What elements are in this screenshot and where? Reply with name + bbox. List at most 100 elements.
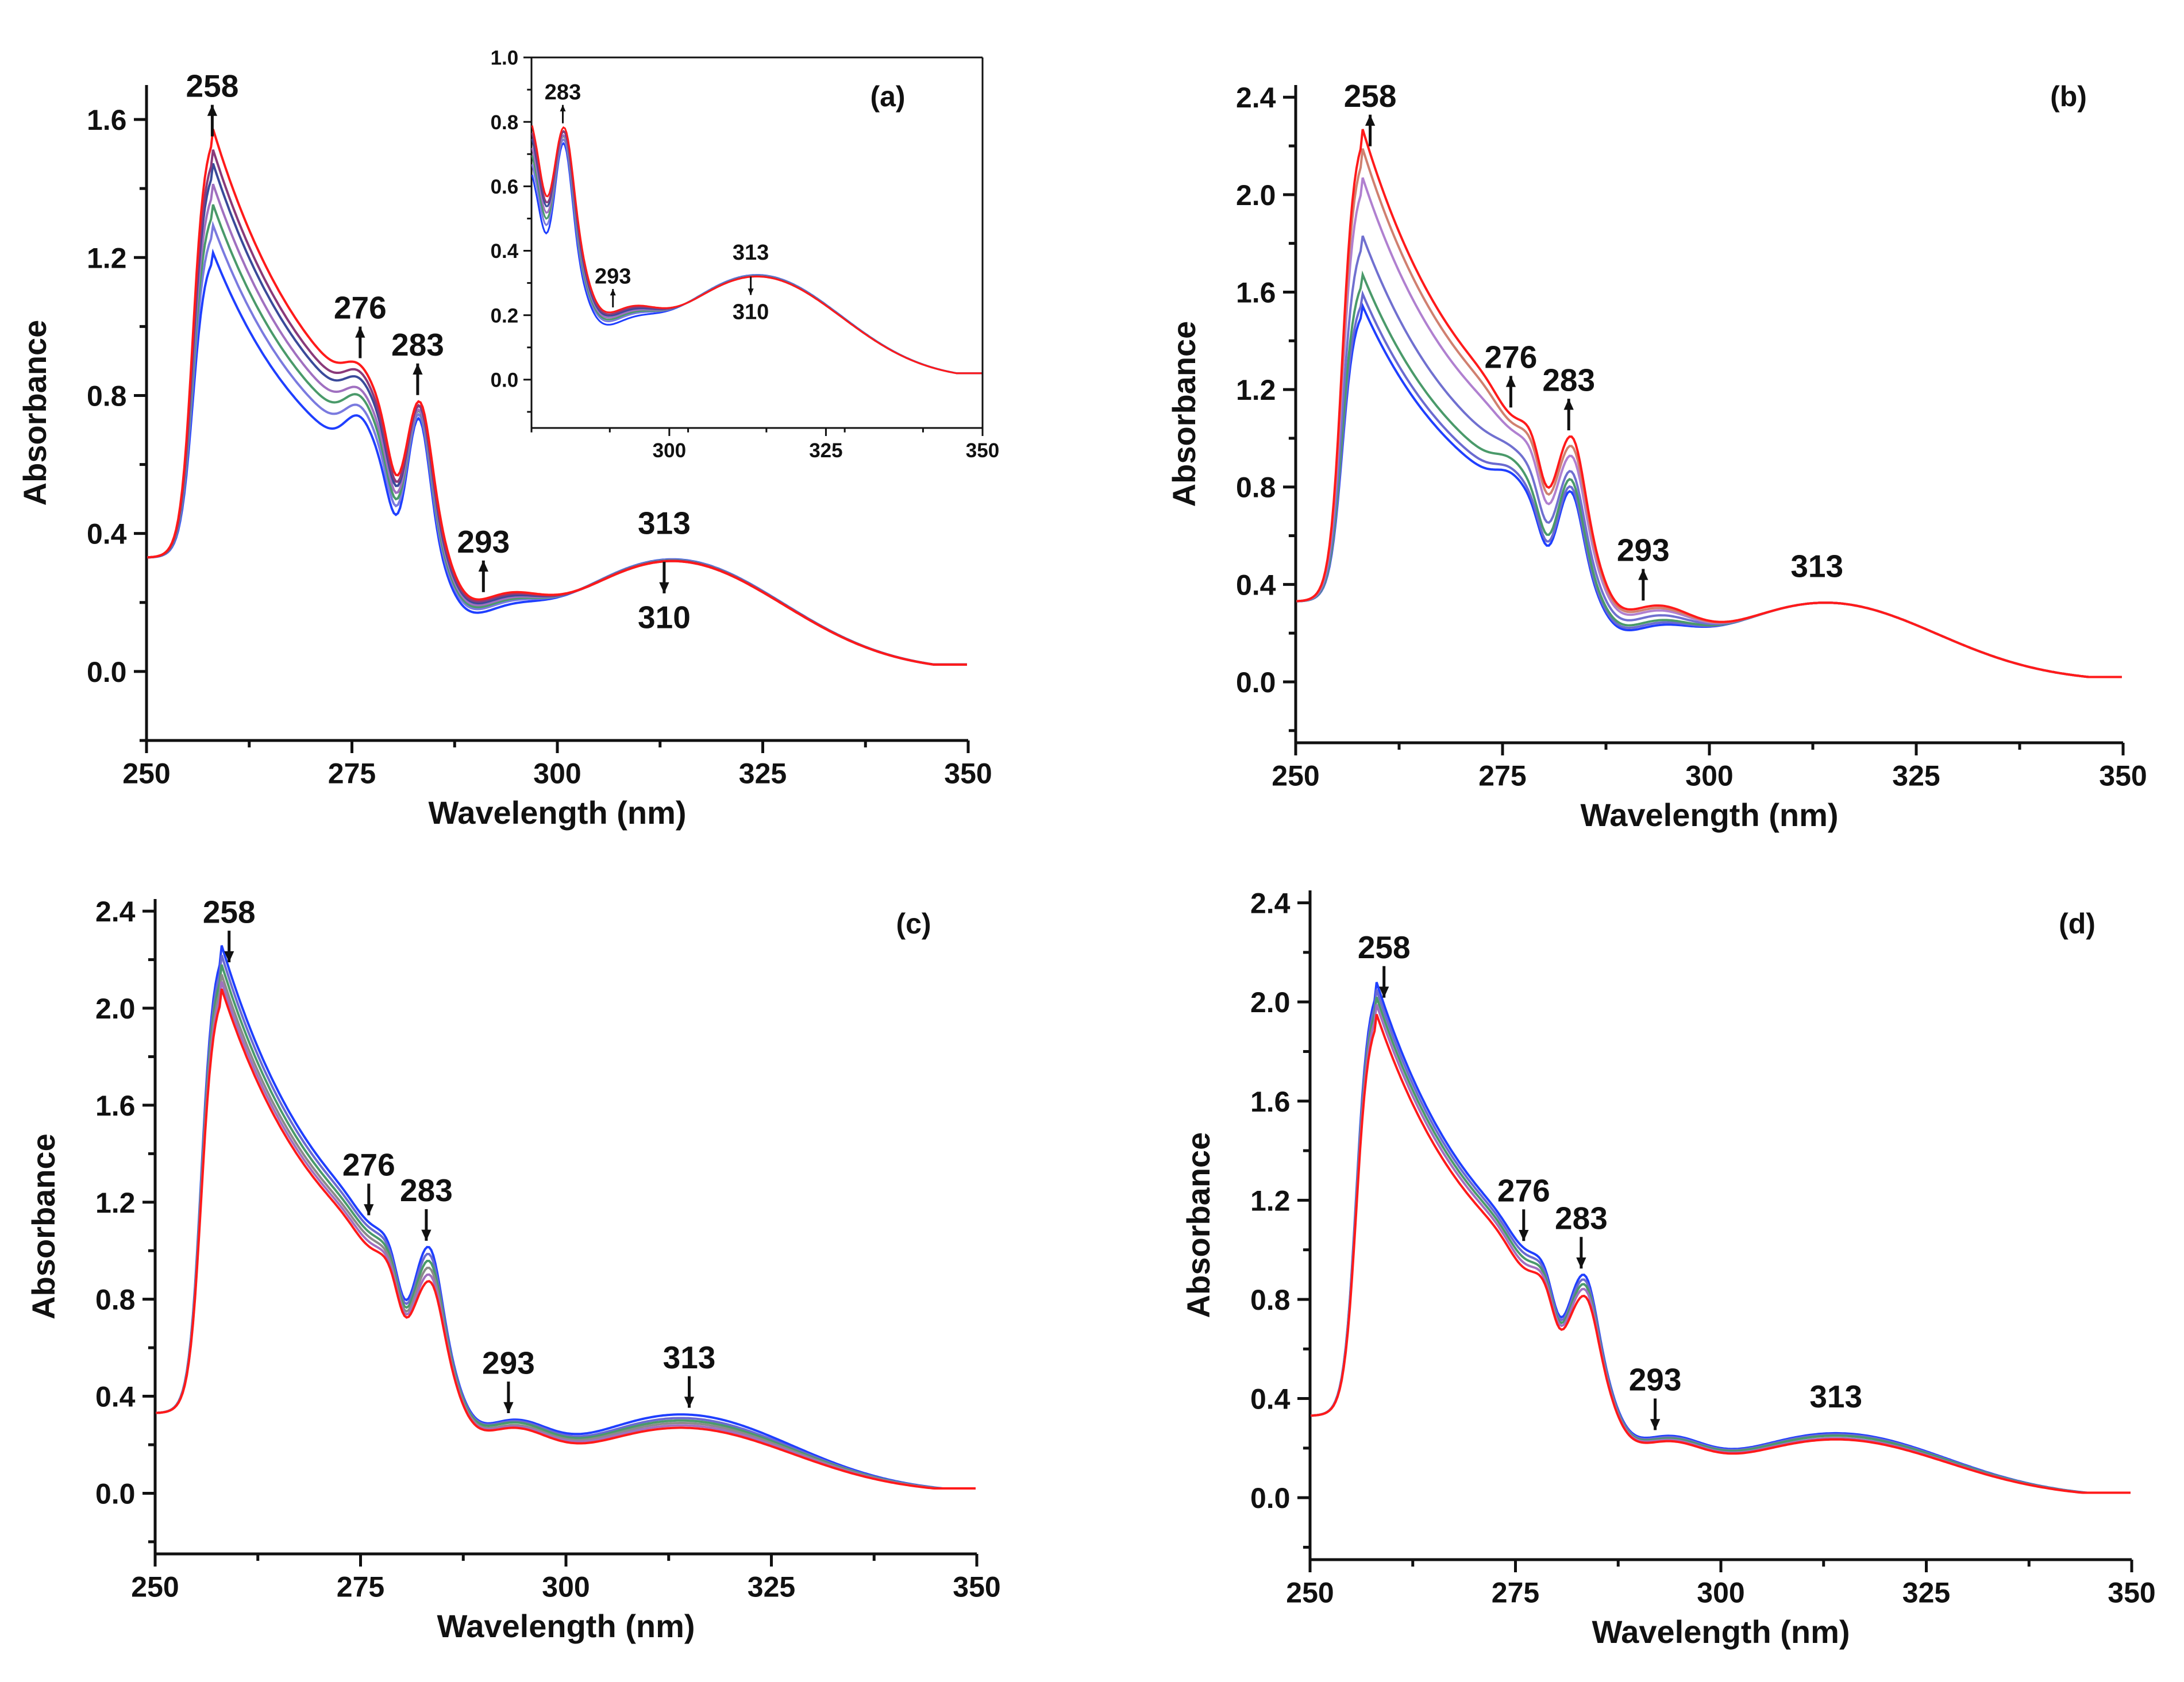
y-tick-label: 1.2 [95, 1187, 136, 1219]
y-tick-label: 1.6 [1250, 1086, 1291, 1118]
x-tick-label: 275 [337, 1571, 384, 1603]
x-tick-label: 250 [122, 758, 170, 790]
annotation-arrow-head [207, 105, 218, 116]
x-tick-label: 325 [809, 439, 842, 462]
series-line-final [1296, 129, 2122, 678]
annotation-arrow-head [1563, 399, 1574, 410]
annotation-arrow-head [748, 288, 754, 295]
annotation-arrow-head [1365, 114, 1376, 126]
y-tick-label: 0.4 [95, 1381, 136, 1413]
y-tick-label: 0.4 [1250, 1383, 1291, 1415]
annotation-arrow-head [421, 1229, 432, 1241]
y-tick-label: 2.4 [95, 896, 136, 928]
x-tick-label: 300 [542, 1571, 590, 1603]
annotation-arrow-head [224, 951, 234, 963]
series-line-final [1311, 1013, 2131, 1494]
y-tick-label: 0.0 [1250, 1482, 1291, 1514]
annotation-arrow-head [364, 1204, 374, 1216]
y-tick-label: 0.4 [87, 518, 127, 550]
x-tick-label: 250 [1272, 760, 1319, 792]
series-line-final [531, 125, 982, 375]
x-tick-label: 275 [1492, 1577, 1539, 1609]
annotation-label: 276 [342, 1147, 395, 1183]
panel-b: 250 275 300 325 350 0.0 0.4 0.8 1.2 1.6 2.0 2.4 258 2… [1166, 78, 2147, 833]
x-tick-label: 300 [653, 439, 686, 462]
annotation-label: 310 [733, 300, 769, 324]
x-axis-title: Wavelength (nm) [428, 794, 686, 831]
x-tick-label: 250 [131, 1571, 179, 1603]
x-tick-label: 300 [1685, 760, 1733, 792]
annotation-label: 258 [1358, 929, 1411, 965]
y-tick-label: 0.8 [95, 1284, 136, 1316]
annotation-arrow-head [478, 560, 488, 572]
y-tick-label: 0.4 [491, 240, 519, 263]
annotation-label: 313 [1790, 549, 1843, 584]
y-tick-label: 0.4 [1236, 569, 1276, 601]
y-tick-label: 0.8 [87, 380, 127, 412]
series-line-initial [156, 945, 976, 1490]
annotation-label: 313 [663, 1340, 716, 1375]
x-tick-label: 325 [1892, 760, 1940, 792]
x-axis-title: Wavelength (nm) [1580, 797, 1838, 833]
y-tick-label: 0.2 [491, 304, 519, 327]
annotation-arrow-head [1379, 986, 1389, 998]
y-tick-label: 0.8 [1250, 1284, 1291, 1316]
annotation-label: 293 [595, 265, 631, 289]
panel-c: 250 275 300 325 350 0.0 0.4 0.8 1.2 1.6 2.0 2.4 258 2… [25, 894, 1001, 1644]
y-tick-label: 1.2 [1250, 1185, 1291, 1217]
y-tick-label: 2.0 [1236, 179, 1276, 211]
annotation-label: 283 [400, 1172, 453, 1208]
annotation-label: 258 [203, 894, 256, 929]
y-tick-label: 2.4 [1236, 82, 1276, 114]
y-tick-label: 1.6 [87, 104, 127, 136]
annotation-arrow-head [355, 326, 365, 338]
annotation-label: 310 [638, 599, 691, 635]
annotation-label: 276 [1497, 1172, 1550, 1208]
annotation-arrow-head [1505, 376, 1516, 387]
series-line-final [156, 988, 976, 1490]
y-tick-label: 0.0 [87, 656, 127, 688]
y-tick-label: 1.6 [1236, 276, 1276, 308]
y-axis-title: Absorbance [25, 1133, 61, 1320]
y-tick-label: 2.0 [1250, 986, 1291, 1019]
annotation-label: 293 [1629, 1362, 1682, 1398]
annotation-arrow-head [413, 363, 423, 375]
x-tick-label: 300 [533, 758, 581, 790]
annotation-label: 283 [545, 80, 581, 105]
annotation-arrow-head [1638, 569, 1648, 580]
annotation-label: 258 [186, 68, 239, 104]
annotation-arrow-head [1519, 1229, 1529, 1241]
annotation-label: 293 [482, 1345, 535, 1380]
y-tick-label: 1.2 [87, 242, 127, 274]
x-tick-label: 325 [739, 758, 787, 790]
annotation-label: 276 [334, 290, 387, 326]
annotation-label: 313 [1809, 1379, 1862, 1414]
y-axis-title: Absorbance [17, 320, 53, 506]
annotation-label: 283 [1555, 1201, 1608, 1236]
annotation-label: 283 [1542, 362, 1595, 398]
annotation-label: 293 [1617, 533, 1670, 568]
y-tick-label: 0.6 [491, 176, 519, 198]
y-tick-label: 2.0 [95, 993, 136, 1025]
x-tick-label: 350 [966, 439, 999, 462]
y-tick-label: 0.8 [1236, 472, 1276, 504]
x-tick-label: 350 [2108, 1577, 2155, 1609]
panel-label: (c) [896, 908, 931, 940]
inset-plot: 300 325 350 0.0 0.2 0.4 0.6 0.8 1.0 283 293 313 310 [491, 47, 1000, 462]
x-tick-label: 300 [1697, 1577, 1744, 1609]
annotation-arrow-head [1650, 1419, 1661, 1430]
x-tick-label: 275 [1478, 760, 1526, 792]
y-tick-label: 1.0 [491, 47, 519, 70]
annotation-label: 258 [1344, 78, 1397, 114]
annotation-arrow-head [610, 289, 616, 296]
x-tick-label: 350 [2099, 760, 2147, 792]
y-axis-title: Absorbance [1180, 1132, 1216, 1318]
annotation-label: 313 [638, 505, 691, 541]
panel-label: (b) [2050, 80, 2087, 113]
panel-label: (d) [2059, 908, 2096, 940]
y-tick-label: 2.4 [1250, 888, 1291, 920]
y-tick-label: 1.6 [95, 1090, 136, 1122]
annotation-arrow-head [684, 1396, 695, 1408]
x-tick-label: 275 [328, 758, 376, 790]
y-tick-label: 1.2 [1236, 374, 1276, 406]
